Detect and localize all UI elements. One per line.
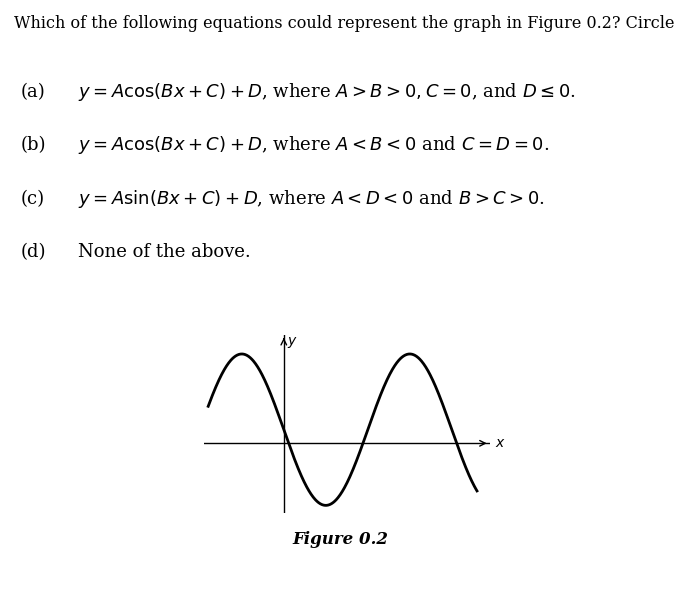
- Text: $y = A\sin(Bx + C) + D$, where $A < D < 0$ and $B > C > 0$.: $y = A\sin(Bx + C) + D$, where $A < D < …: [78, 187, 545, 210]
- Text: None of the above.: None of the above.: [78, 243, 251, 261]
- Text: Figure 0.2: Figure 0.2: [292, 531, 388, 548]
- Text: (c): (c): [20, 190, 44, 208]
- Text: $y$: $y$: [287, 335, 298, 350]
- Text: (b): (b): [20, 136, 46, 154]
- Text: (a): (a): [20, 83, 45, 101]
- Text: Which of the following equations could represent the graph in Figure 0.2? Circle: Which of the following equations could r…: [14, 15, 680, 32]
- Text: $x$: $x$: [494, 436, 505, 450]
- Text: (d): (d): [20, 243, 46, 261]
- Text: $y = A\cos(Bx + C) + D$, where $A < B < 0$ and $C = D = 0$.: $y = A\cos(Bx + C) + D$, where $A < B < …: [78, 134, 549, 157]
- Text: $y = A\cos(Bx + C) + D$, where $A > B > 0, C = 0$, and $D \leq 0$.: $y = A\cos(Bx + C) + D$, where $A > B > …: [78, 81, 576, 103]
